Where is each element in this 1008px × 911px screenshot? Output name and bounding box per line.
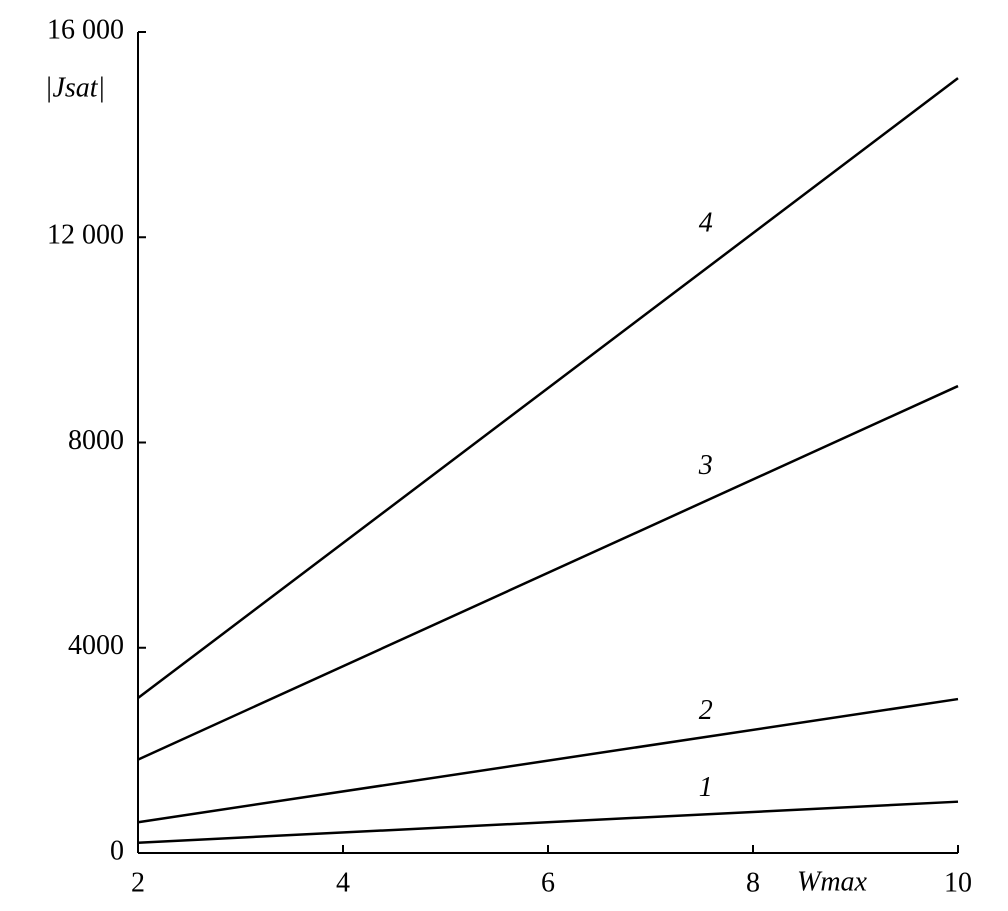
series-line <box>137 800 959 844</box>
series-label: 2 <box>699 695 713 726</box>
y-tick-label: 8000 <box>68 425 124 456</box>
y-tick-label: 4000 <box>68 630 124 661</box>
y-axis-title: |Jsat| <box>45 72 106 103</box>
y-tick-label: 12 000 <box>47 220 124 251</box>
x-tick-label: 4 <box>336 867 350 898</box>
x-tick-label: 6 <box>541 867 555 898</box>
series-label: 3 <box>698 450 713 481</box>
x-tick-label: 10 <box>944 867 972 898</box>
series-label: 1 <box>699 772 713 803</box>
x-tick-label: 2 <box>131 867 145 898</box>
series-line <box>137 384 959 761</box>
x-axis-title: Wmax <box>797 866 868 897</box>
y-tick-label: 16 000 <box>47 14 124 45</box>
series-label: 4 <box>699 207 713 238</box>
y-tick-label: 0 <box>110 835 124 866</box>
series-line <box>137 77 959 700</box>
x-tick-label: 8 <box>746 867 760 898</box>
series-line <box>137 697 959 824</box>
